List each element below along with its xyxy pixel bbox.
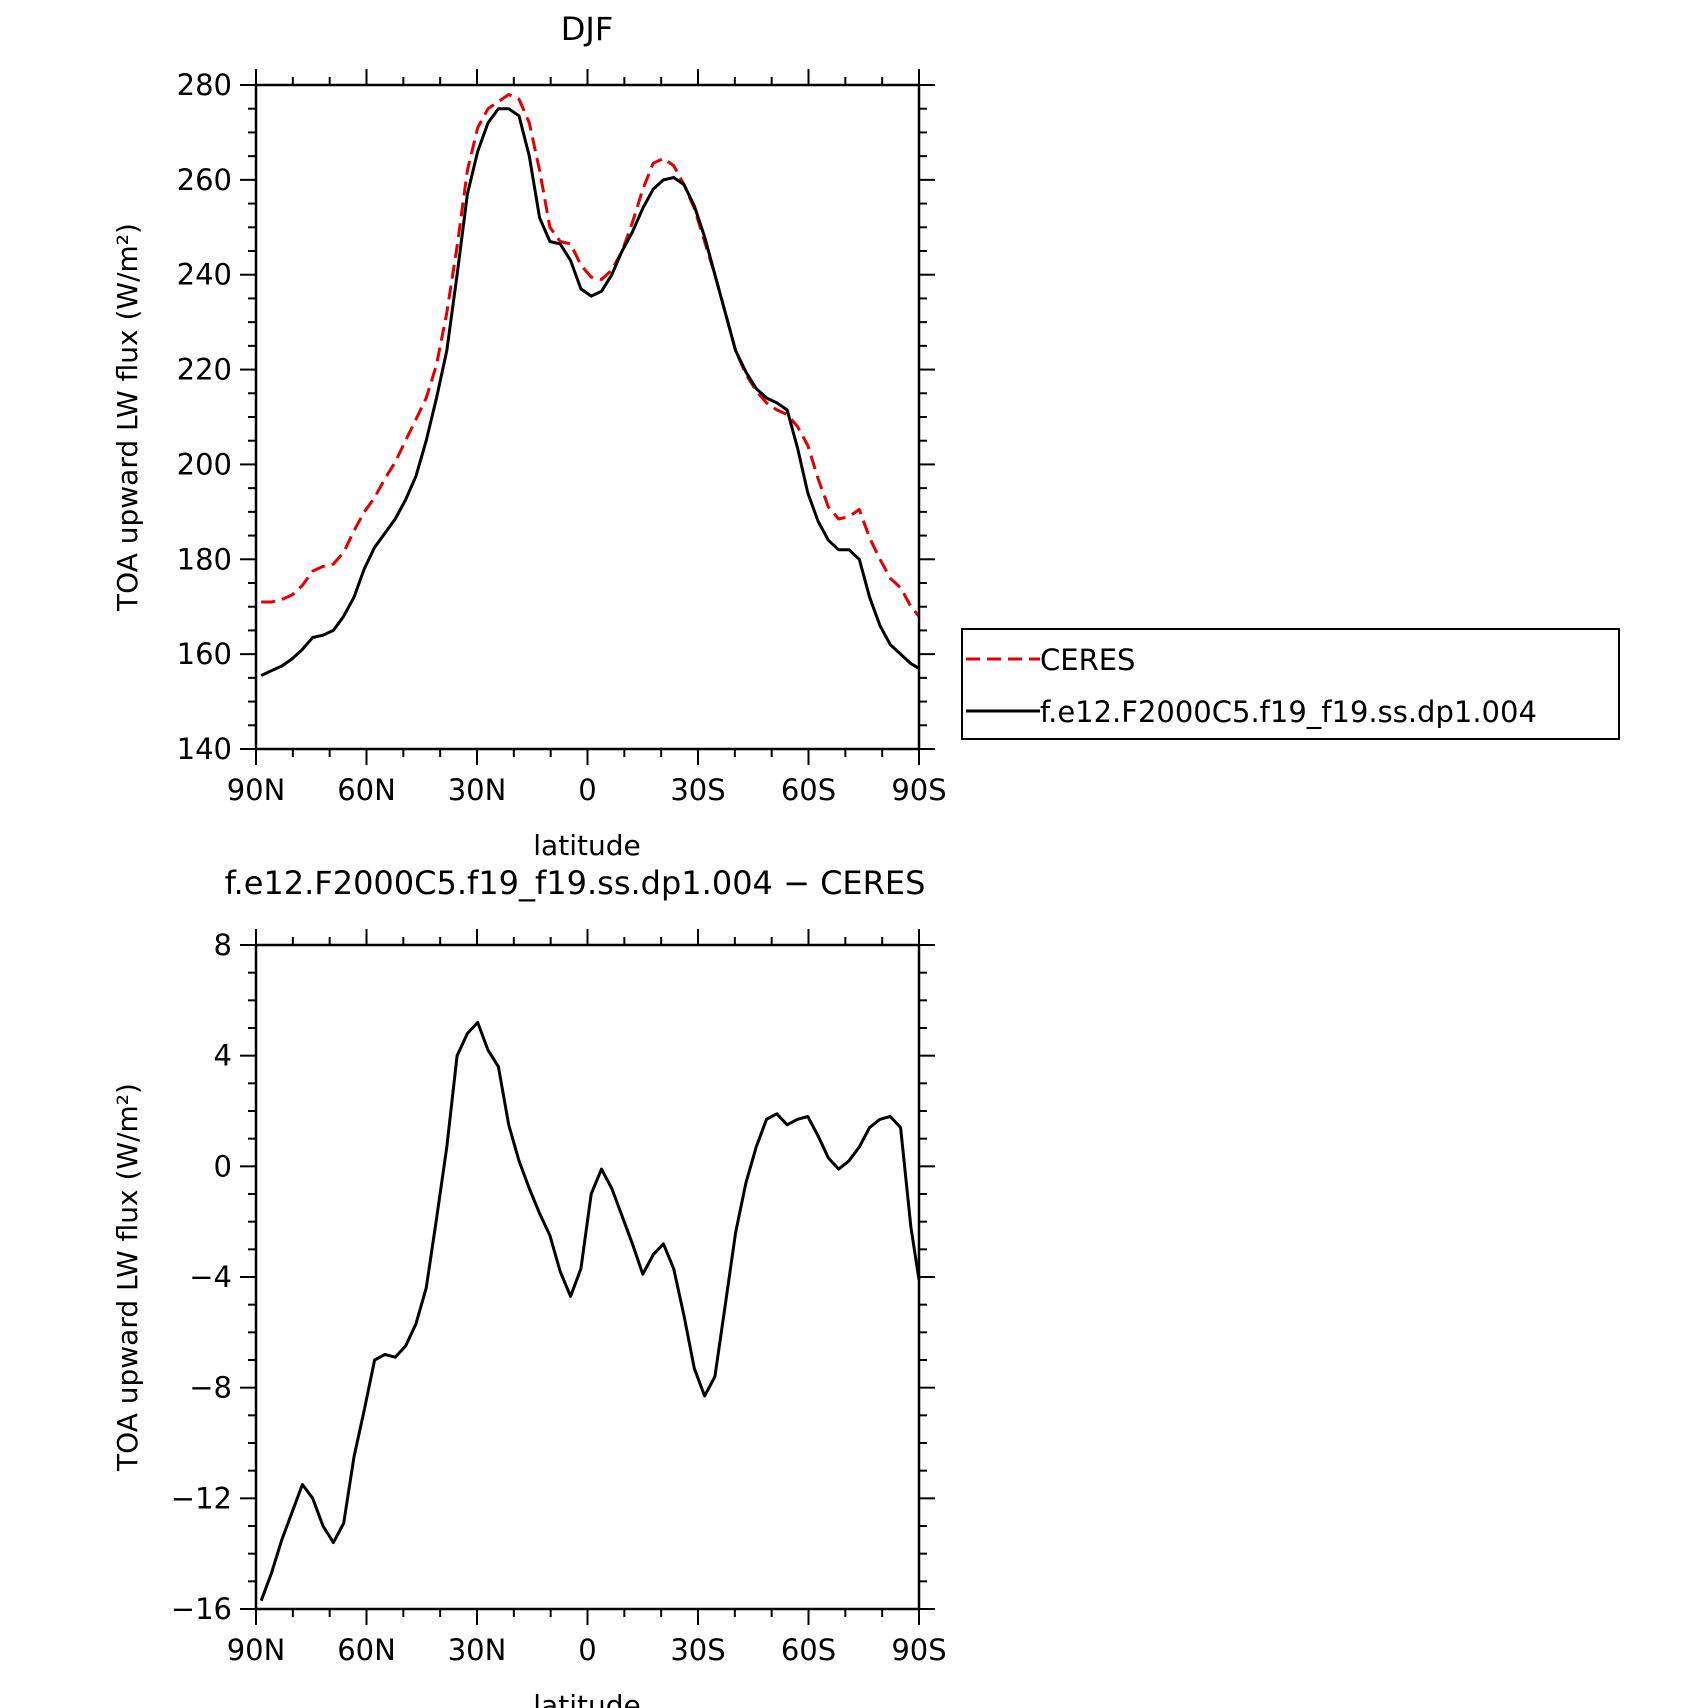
legend-box [961, 628, 1620, 740]
top-y-tick-label: 220 [177, 353, 232, 387]
bottom-y-axis-title: TOA upward LW flux (W/m²) [111, 1083, 144, 1472]
bottom-y-tick-label: −4 [189, 1260, 232, 1294]
top-y-tick-label: 200 [177, 447, 232, 481]
bottom-x-tick-label: 60S [781, 1633, 836, 1667]
legend-label-model: f.e12.F2000C5.f19_f19.ss.dp1.004 [1040, 695, 1537, 729]
top-y-tick-label: 260 [177, 163, 232, 197]
top-x-tick-label: 90N [227, 773, 286, 807]
bottom-plot-frame [254, 943, 921, 1611]
bottom-x-axis-title: latitude [533, 1689, 640, 1708]
bottom-y-tick-label: −16 [171, 1592, 232, 1626]
bottom-x-tick-label: 90N [227, 1633, 286, 1667]
top-plot-frame [254, 83, 921, 751]
bottom-x-tick-label: 0 [578, 1633, 596, 1667]
top-x-tick-label: 30S [670, 773, 725, 807]
bottom-x-tick-label: 90S [891, 1633, 946, 1667]
top-y-axis-title: TOA upward LW flux (W/m²) [111, 223, 144, 612]
top-chart-title: DJF [561, 10, 613, 48]
top-panel: DJF 90N 60N 30N 0 30S 60S 90S 140 160 180 200 220 24… [111, 10, 1620, 862]
bottom-y-tick-label: 4 [214, 1039, 232, 1073]
top-x-tick-label: 60N [337, 773, 396, 807]
bottom-axis-ticks: 90N 60N 30N 0 30S 60S 90S −16 −12 −8 −4 0 4 8 [171, 928, 947, 1667]
bottom-series-line-0 [259, 1021, 921, 1602]
top-series-group [260, 93, 921, 677]
bottom-series-group [259, 1021, 921, 1602]
bottom-y-tick-label: −8 [189, 1371, 232, 1405]
bottom-x-tick-label: 30N [448, 1633, 507, 1667]
top-x-tick-label: 90S [891, 773, 946, 807]
bottom-panel: f.e12.F2000C5.f19_f19.ss.dp1.004 − CERES… [111, 864, 947, 1708]
bottom-y-tick-label: 0 [214, 1149, 232, 1183]
bottom-chart-title: f.e12.F2000C5.f19_f19.ss.dp1.004 − CERES [225, 864, 926, 902]
legend-label-ceres: CERES [1040, 643, 1135, 677]
top-x-tick-label: 60S [781, 773, 836, 807]
top-series-line-1 [260, 107, 920, 677]
top-x-tick-label: 0 [578, 773, 596, 807]
legend: CERES f.e12.F2000C5.f19_f19.ss.dp1.004 [961, 628, 1620, 740]
top-series-line-0 [261, 93, 921, 618]
bottom-y-tick-label: 8 [214, 928, 232, 962]
top-x-axis-title: latitude [533, 829, 640, 862]
top-axis-ticks: 90N 60N 30N 0 30S 60S 90S 140 160 180 200 220 240 260… [177, 68, 947, 807]
top-x-tick-label: 30N [448, 773, 507, 807]
top-y-tick-label: 180 [177, 542, 232, 576]
top-y-tick-label: 280 [177, 68, 232, 102]
top-y-tick-label: 160 [177, 637, 232, 671]
bottom-x-tick-label: 30S [670, 1633, 725, 1667]
top-y-tick-label: 140 [177, 732, 232, 766]
bottom-y-tick-label: −12 [171, 1481, 232, 1515]
top-y-tick-label: 240 [177, 258, 232, 292]
bottom-x-tick-label: 60N [337, 1633, 396, 1667]
